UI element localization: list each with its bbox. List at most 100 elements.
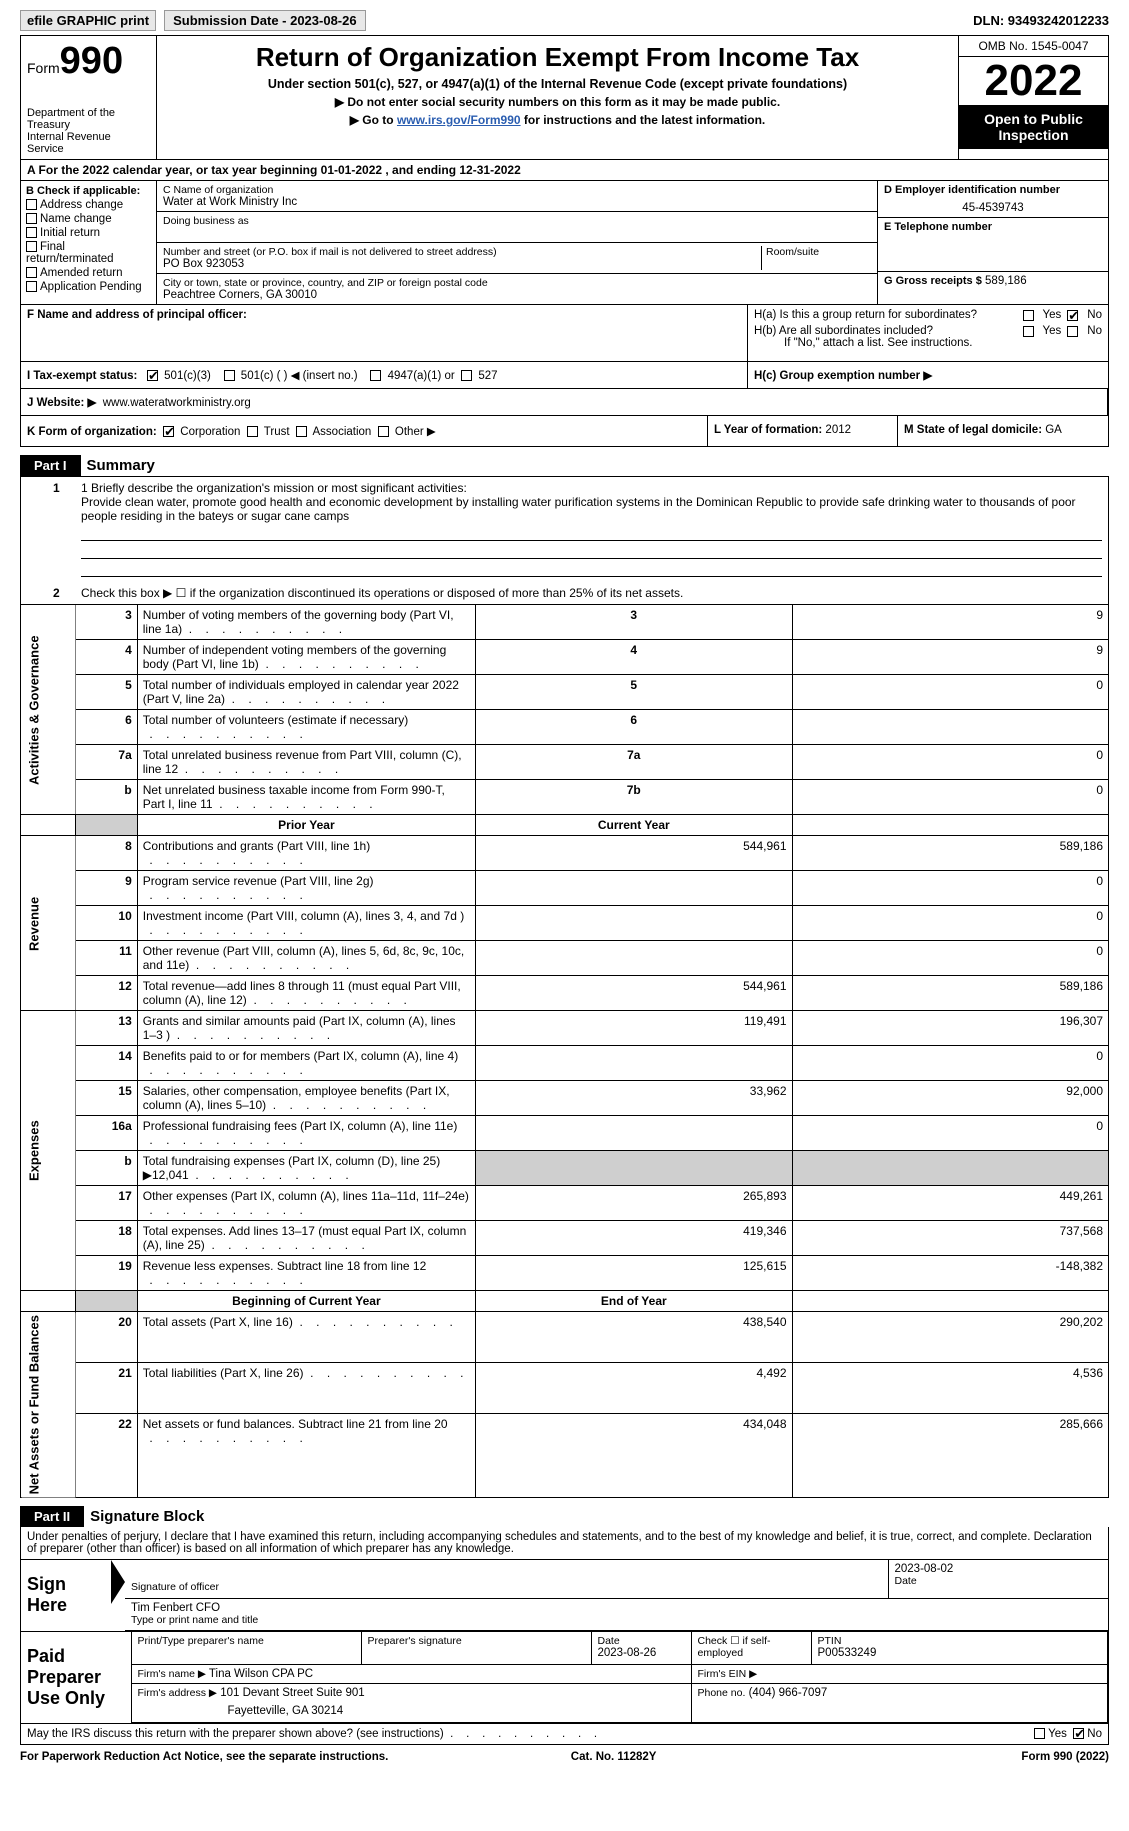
chk-final-return[interactable]: Final return/terminated [26, 241, 151, 265]
chk-assoc[interactable] [296, 426, 307, 437]
chk-501c[interactable] [224, 370, 235, 381]
row-refnum: 4 [476, 640, 792, 675]
row-desc: Grants and similar amounts paid (Part IX… [137, 1011, 475, 1046]
row-refnum: 3 [476, 605, 792, 640]
row-desc: Total number of volunteers (estimate if … [137, 710, 475, 745]
form-ref: Form 990 (2022) [1021, 1751, 1109, 1763]
firm-ein-label: Firm's EIN ▶ [698, 1668, 758, 1680]
current-year-value: 4,536 [792, 1362, 1109, 1413]
current-year-value: 589,186 [792, 976, 1109, 1011]
may-discuss: May the IRS discuss this return with the… [27, 1728, 444, 1740]
row-desc: Net assets or fund balances. Subtract li… [137, 1413, 475, 1498]
submission-date-button[interactable]: Submission Date - 2023-08-26 [164, 10, 366, 31]
hc-label: H(c) Group exemption number ▶ [754, 370, 932, 382]
ein-label: D Employer identification number [884, 184, 1102, 196]
chk-4947[interactable] [370, 370, 381, 381]
prior-year-value: 544,961 [476, 836, 792, 871]
state-domicile-value: GA [1045, 424, 1062, 436]
part1-header: Part ISummary [20, 447, 1109, 476]
tax-exempt-label: I Tax-exempt status: [27, 370, 137, 382]
hb-no[interactable] [1067, 326, 1078, 337]
arrow-icon [111, 1560, 125, 1604]
row-refnum: 6 [476, 710, 792, 745]
paid-preparer-label: Paid Preparer Use Only [21, 1631, 131, 1723]
current-year-value: 0 [792, 1116, 1109, 1151]
row-desc: Salaries, other compensation, employee b… [137, 1081, 475, 1116]
row-num: 6 [76, 710, 137, 745]
row-num: b [76, 780, 137, 815]
may-no[interactable] [1073, 1728, 1084, 1739]
ein-value: 45-4539743 [884, 202, 1102, 214]
chk-trust[interactable] [247, 426, 258, 437]
row-num: 17 [76, 1186, 137, 1221]
chk-other[interactable] [378, 426, 389, 437]
row-desc: Other revenue (Part VIII, column (A), li… [137, 941, 475, 976]
row-desc: Investment income (Part VIII, column (A)… [137, 906, 475, 941]
ha-label: H(a) Is this a group return for subordin… [754, 309, 1017, 321]
prior-year-value: 544,961 [476, 976, 792, 1011]
row-num: 13 [76, 1011, 137, 1046]
row-j: J Website: ▶ www.wateratworkministry.org [20, 389, 1109, 416]
signature-block: Under penalties of perjury, I declare th… [20, 1527, 1109, 1745]
irs-link[interactable]: www.irs.gov/Form990 [397, 113, 521, 127]
check-self-employed[interactable]: Check ☐ if self-employed [698, 1635, 805, 1659]
gross-receipts-label: G Gross receipts $ [884, 275, 982, 287]
current-year-hdr: Current Year [476, 815, 792, 836]
row-desc: Other expenses (Part IX, column (A), lin… [137, 1186, 475, 1221]
firm-name-value: Tina Wilson CPA PC [209, 1668, 313, 1680]
chk-amended-return[interactable]: Amended return [26, 267, 151, 279]
current-year-value: 0 [792, 906, 1109, 941]
row-num: 15 [76, 1081, 137, 1116]
may-yes[interactable] [1034, 1728, 1045, 1739]
row-desc: Revenue less expenses. Subtract line 18 … [137, 1256, 475, 1291]
row-desc: Program service revenue (Part VIII, line… [137, 871, 475, 906]
chk-name-change[interactable]: Name change [26, 213, 151, 225]
paperwork-notice: For Paperwork Reduction Act Notice, see … [20, 1751, 388, 1763]
current-year-value: 737,568 [792, 1221, 1109, 1256]
ha-yes[interactable] [1023, 310, 1034, 321]
year-formation-label: L Year of formation: [714, 424, 822, 436]
ptin-value: P00533249 [818, 1647, 1102, 1659]
prior-year-value: 265,893 [476, 1186, 792, 1221]
row-desc: Professional fundraising fees (Part IX, … [137, 1116, 475, 1151]
phone-value: (404) 966-7097 [749, 1687, 828, 1699]
dept-label: Department of the Treasury [27, 107, 150, 131]
current-year-value: 92,000 [792, 1081, 1109, 1116]
prior-year-value: 419,346 [476, 1221, 792, 1256]
ha-no[interactable] [1067, 310, 1078, 321]
chk-527[interactable] [461, 370, 472, 381]
hb-yes[interactable] [1023, 326, 1034, 337]
efile-print-button[interactable]: efile GRAPHIC print [20, 10, 156, 31]
row-value: 0 [792, 780, 1109, 815]
row-desc: Number of independent voting members of … [137, 640, 475, 675]
row-desc: Total fundraising expenses (Part IX, col… [137, 1151, 475, 1186]
row-desc: Total liabilities (Part X, line 26) [137, 1362, 475, 1413]
chk-application-pending[interactable]: Application Pending [26, 281, 151, 293]
sig-date: 2023-08-02 [895, 1563, 1103, 1575]
irs-label: Internal Revenue Service [27, 131, 150, 155]
summary-mission: 1 1 Briefly describe the organization's … [20, 476, 1109, 604]
row-desc: Net unrelated business taxable income fr… [137, 780, 475, 815]
room-suite-label: Room/suite [766, 246, 871, 258]
part2-header: Part IISignature Block [20, 1498, 1109, 1527]
f-label: F Name and address of principal officer: [27, 309, 247, 321]
chk-initial-return[interactable]: Initial return [26, 227, 151, 239]
website-label: J Website: ▶ [27, 397, 96, 409]
chk-501c3[interactable] [147, 370, 158, 381]
row-num: 8 [76, 836, 137, 871]
row-f-h: F Name and address of principal officer:… [20, 305, 1109, 362]
firm-name-label: Firm's name ▶ [138, 1668, 206, 1680]
row-desc: Benefits paid to or for members (Part IX… [137, 1046, 475, 1081]
beg-year-hdr: Beginning of Current Year [137, 1291, 475, 1312]
cat-no: Cat. No. 11282Y [571, 1751, 657, 1763]
chk-corp[interactable] [163, 426, 174, 437]
officer-name-label: Type or print name and title [131, 1614, 1102, 1626]
current-year-value: 589,186 [792, 836, 1109, 871]
row-refnum: 5 [476, 675, 792, 710]
chk-address-change[interactable]: Address change [26, 199, 151, 211]
row-value: 9 [792, 605, 1109, 640]
form-subtitle: Under section 501(c), 527, or 4947(a)(1)… [165, 77, 950, 91]
year-formation-value: 2012 [825, 424, 851, 436]
topbar: efile GRAPHIC print Submission Date - 20… [20, 10, 1109, 31]
p-date-value: 2023-08-26 [598, 1647, 685, 1659]
